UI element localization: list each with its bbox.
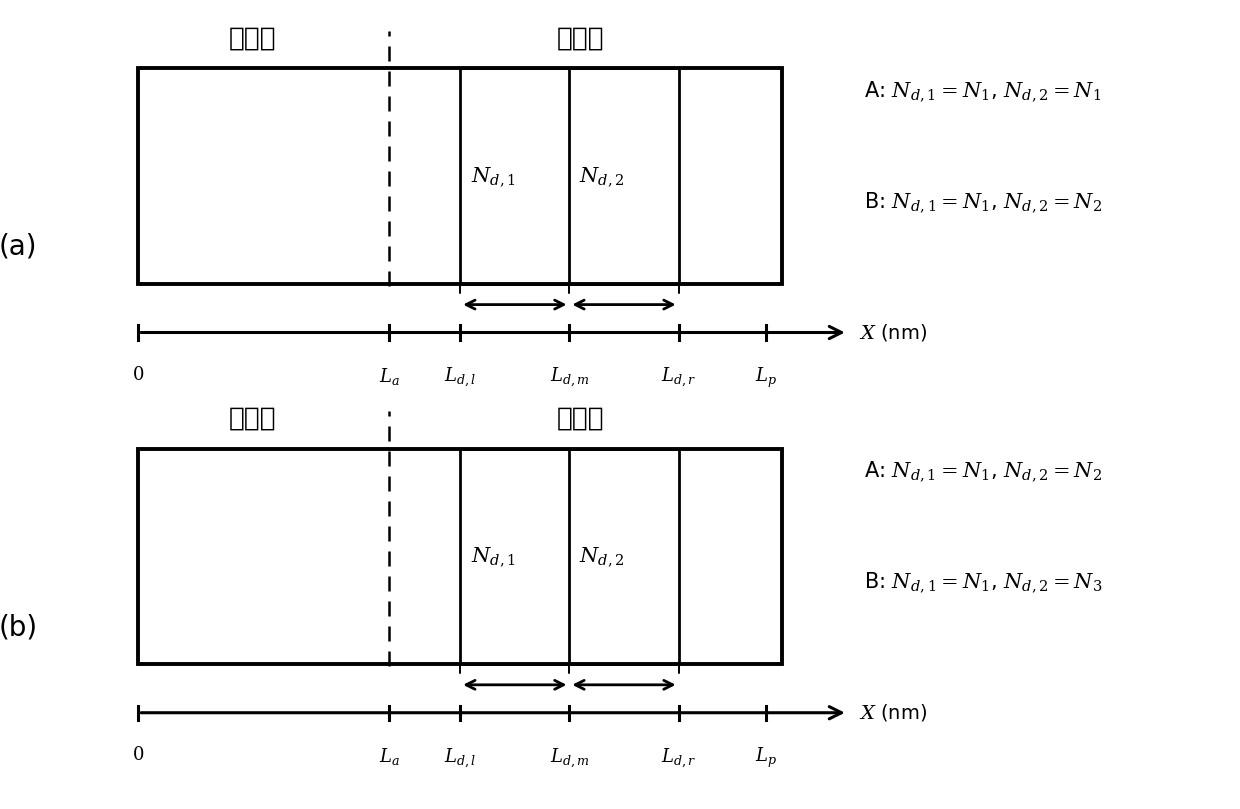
Text: $L_a$: $L_a$ <box>379 366 399 387</box>
Text: A: $N_{d,1}$$=N_1$, $N_{d,2}$$=N_{1}$: A: $N_{d,1}$$=N_1$, $N_{d,2}$$=N_{1}$ <box>864 78 1101 103</box>
Text: $0$: $0$ <box>133 746 145 765</box>
Text: A: $N_{d,1}$$=N_1$, $N_{d,2}$$=N_{2}$: A: $N_{d,1}$$=N_1$, $N_{d,2}$$=N_{2}$ <box>864 459 1102 483</box>
Text: $L_{d,l}$: $L_{d,l}$ <box>444 366 476 389</box>
Text: $X$ (nm): $X$ (nm) <box>858 322 926 343</box>
Text: $L_p$: $L_p$ <box>755 366 776 390</box>
Text: $L_a$: $L_a$ <box>379 746 399 767</box>
Text: $N_{d,1}$: $N_{d,1}$ <box>471 545 516 568</box>
Text: 注入区: 注入区 <box>557 406 604 432</box>
Text: 注入区: 注入区 <box>557 26 604 52</box>
Text: $L_{d,r}$: $L_{d,r}$ <box>661 746 696 769</box>
Text: 有源区: 有源区 <box>229 26 277 52</box>
Text: B: $N_{d,1}$$=N_1$, $N_{d,2}$$=N_{2}$: B: $N_{d,1}$$=N_1$, $N_{d,2}$$=N_{2}$ <box>864 190 1102 214</box>
Text: $L_{d,m}$: $L_{d,m}$ <box>549 366 589 389</box>
Text: $L_{d,m}$: $L_{d,m}$ <box>549 746 589 769</box>
Text: $L_p$: $L_p$ <box>755 746 776 770</box>
Text: $0$: $0$ <box>133 366 145 384</box>
Text: (a): (a) <box>0 233 37 261</box>
Text: $L_{d,r}$: $L_{d,r}$ <box>661 366 696 389</box>
Text: B: $N_{d,1}$$=N_1$, $N_{d,2}$$=N_{3}$: B: $N_{d,1}$$=N_1$, $N_{d,2}$$=N_{3}$ <box>864 570 1102 595</box>
Bar <box>139 68 782 284</box>
Text: $N_{d,1}$: $N_{d,1}$ <box>471 165 516 188</box>
Bar <box>139 448 782 664</box>
Text: $X$ (nm): $X$ (nm) <box>858 702 926 723</box>
Text: $N_{d,2}$: $N_{d,2}$ <box>579 165 625 188</box>
Text: $L_{d,l}$: $L_{d,l}$ <box>444 746 476 769</box>
Text: 有源区: 有源区 <box>229 406 277 432</box>
Text: $N_{d,2}$: $N_{d,2}$ <box>579 545 625 568</box>
Text: (b): (b) <box>0 613 38 642</box>
